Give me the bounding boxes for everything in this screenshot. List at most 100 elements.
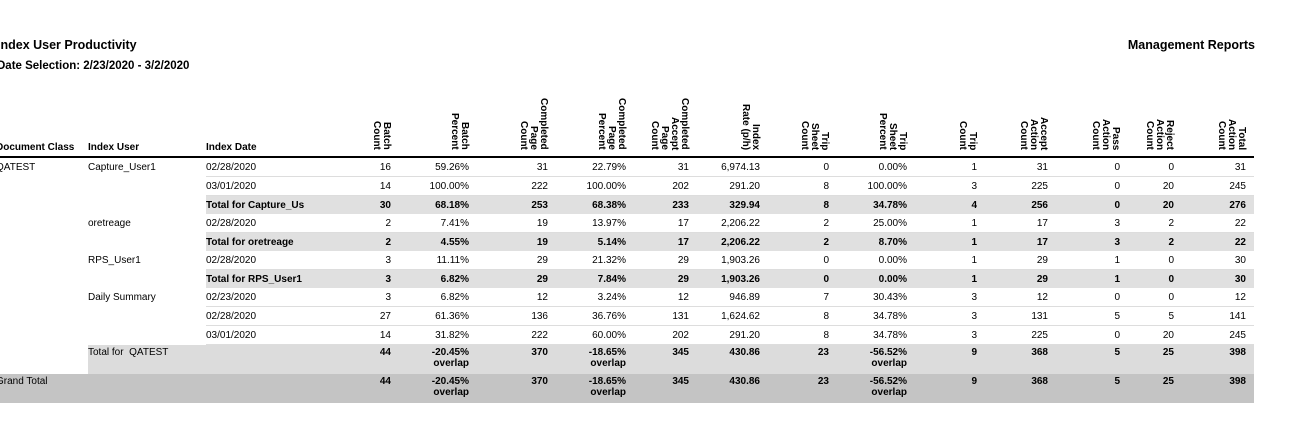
column-header: Index User [88,92,206,158]
cell: 02/23/2020 [206,288,330,307]
grand-row: Grand Total 44 -20.45% overlap 370 -18.65% ove… [0,374,1254,403]
cell [0,325,88,345]
cell-text: 368 [1031,347,1048,358]
cell-text: 03/01/2020 [206,329,257,341]
cell-text: 0.00% [878,161,907,173]
cell-text: 2 [1168,217,1174,229]
cell-text: 2,206.22 [721,236,760,248]
cell-text: 12 [1036,291,1048,303]
header-text: Sheet [887,122,898,150]
cell-text: 276 [1229,199,1246,211]
cell-text: 9 [971,347,977,358]
cell-text: 8 [823,310,829,322]
cell: 61.36% [391,306,469,326]
cell: 131 [977,306,1048,326]
cell: 0 [1048,288,1120,307]
cell: Total for QATEST [88,344,206,374]
cell-text: 1 [971,273,977,285]
cell-text: 0 [823,161,829,173]
cell: 12 [469,288,548,307]
cell: 02/28/2020 [206,306,330,326]
cell-text: 291.20 [729,180,760,192]
cell [88,195,206,214]
cell-text: Daily Summary [88,291,156,303]
cell: 25 [1120,344,1174,374]
cell-text: 222 [531,329,548,341]
cell-text: 0 [1114,161,1120,173]
header-text: Sheet [809,122,820,150]
cell-text: 17 [677,217,689,229]
cell-text: 2 [1168,236,1174,248]
cell: 0 [1048,176,1120,196]
cell: 8 [760,176,829,196]
cell: 6.82% [391,288,469,307]
cell: 0 [760,269,829,288]
cell [0,214,88,233]
cell-text: 17 [1036,217,1048,229]
cell: 1 [907,269,977,288]
cell: 31.82% [391,325,469,345]
report-category: Management Reports [1127,38,1255,52]
cell-text: 345 [672,376,689,387]
header-text: Batch [381,122,392,150]
cell-text: 19 [536,217,548,229]
cell: 3 [907,325,977,345]
cell: 34.78% [829,325,907,345]
cell-text: 245 [1229,329,1246,341]
header-text: Completed [679,98,690,150]
cell: 1 [907,157,977,177]
cell-text: 202 [672,329,689,341]
cell: -20.45% overlap [391,374,469,403]
column-header: Completed Accept Page Count [626,92,690,158]
cell-text: Grand Total [0,376,48,387]
cell: 11.11% [391,251,469,270]
cell-text: 8 [823,329,829,341]
cell-text: 2 [823,217,829,229]
cell: 17 [977,232,1048,251]
cell-text: 34.78% [873,310,907,322]
cell: 34.78% [829,195,907,214]
cell-text: 256 [1031,199,1048,211]
cell: 100.00% [829,176,907,196]
cell: 60.00% [548,325,626,345]
total-row: Total for QATEST 44 -20.45% overlap 370 -18.6… [0,344,1254,374]
cell: 31 [626,157,689,177]
cell-text: overlap [871,387,907,398]
cell-text: Capture_User1 [88,161,156,173]
cell: 8 [760,325,829,345]
cell: 222 [469,325,548,345]
cell-text: 4.55% [440,236,469,248]
cell: 5 [1048,306,1120,326]
cell-text: 44 [379,376,391,387]
cell-text: 202 [672,180,689,192]
cell: 20 [1120,176,1174,196]
cell [206,374,330,403]
rotated-header: Completed Page Count [518,92,549,150]
header-text: Completed [538,98,549,150]
cell-text: 34.78% [873,199,907,211]
cell-text: 27 [379,310,391,322]
cell-text: 0.00% [878,254,907,266]
cell-text: Total for QATEST [88,346,169,358]
column-header: Batch Count [330,92,392,158]
cell: 12 [977,288,1048,307]
cell-text: 11.11% [436,254,469,266]
column-header: Trip Sheet Percent [829,92,908,158]
cell: 3 [907,176,977,196]
cell: oretreage [88,214,206,233]
cell-text: overlap [433,387,469,398]
cell: 202 [626,176,689,196]
cell-text: 136 [531,310,548,322]
cell: 4.55% [391,232,469,251]
cell: 7 [760,288,829,307]
cell-text: 398 [1229,376,1246,387]
cell: 36.76% [548,306,626,326]
cell: Total for oretreage [206,232,330,251]
cell: 1,624.62 [689,306,760,326]
header-text: Count [518,121,529,150]
cell-text: 100.00% [429,180,469,192]
cell: 131 [626,306,689,326]
cell-text: 61.36% [435,310,469,322]
cell-text: 0 [1168,254,1174,266]
